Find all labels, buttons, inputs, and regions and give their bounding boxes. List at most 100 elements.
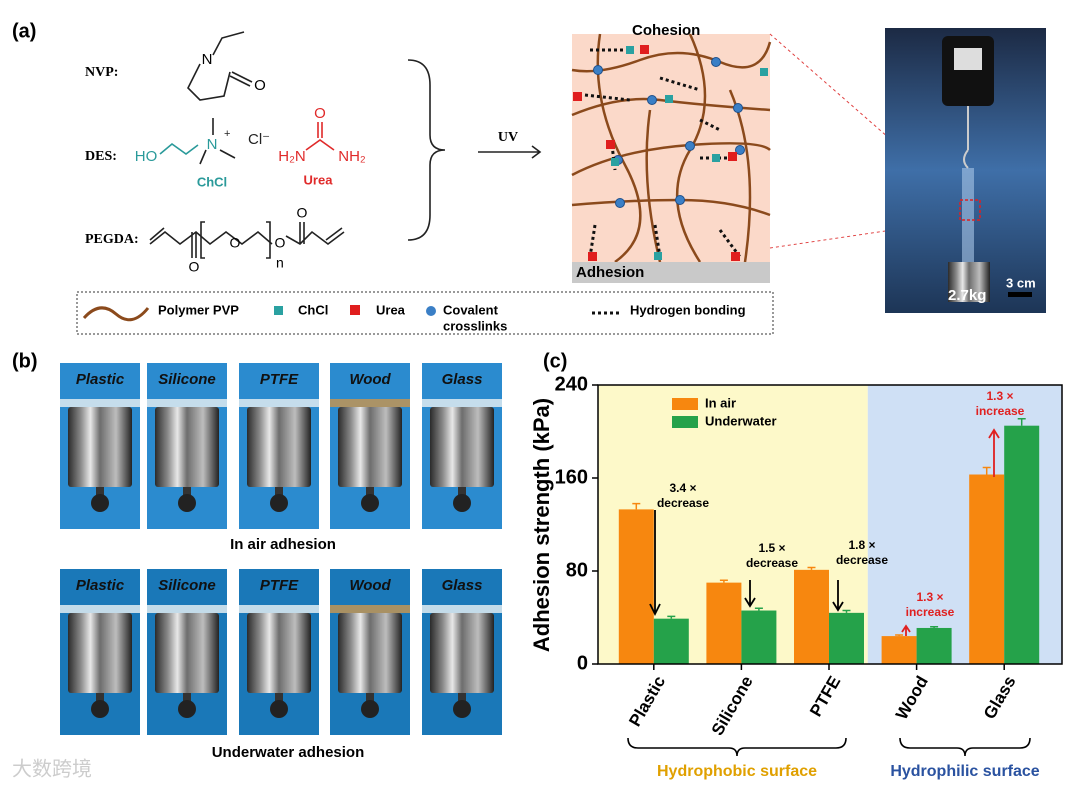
annotation: increase [976, 404, 1025, 418]
ball [91, 494, 109, 512]
cylinder [338, 613, 402, 693]
bond [149, 227, 197, 258]
ball [270, 494, 288, 512]
x-tick-label: PTFE [806, 673, 844, 720]
substrate [422, 605, 502, 613]
hook [183, 693, 191, 701]
cylinder [430, 613, 494, 693]
ball [270, 700, 288, 718]
material-label: PTFE [260, 371, 299, 388]
bar [1004, 425, 1040, 664]
bracket [200, 221, 271, 259]
caption: In air adhesion [230, 536, 336, 553]
panel-a: (a) NVP: DES: PEGDA: N O HO N + Cl⁻ ChCl… [12, 20, 1046, 335]
caption: Underwater adhesion [212, 744, 365, 761]
bond [229, 71, 253, 87]
arrow [988, 428, 1000, 477]
group-bracket [899, 737, 1031, 757]
atom: O [297, 205, 308, 221]
legend-label: In air [705, 395, 736, 410]
legend-swatch [426, 306, 436, 316]
weight-photo: 2.7kg 3 cm [885, 28, 1046, 313]
bond [199, 118, 236, 165]
y-tick-label: 0 [577, 652, 588, 674]
substrate [60, 605, 140, 613]
arrow [832, 580, 844, 612]
atom: O [189, 259, 200, 275]
annotation: 3.4 × [669, 481, 696, 495]
substrate [572, 262, 770, 283]
hook [96, 487, 104, 495]
material-label: Silicone [158, 577, 216, 594]
hook [183, 487, 191, 495]
cohesion-label: Cohesion [632, 22, 700, 39]
weight [948, 262, 990, 302]
cylinder [430, 407, 494, 487]
legend-swatch [672, 398, 698, 410]
legend-label: Polymer PVP [158, 302, 239, 317]
atom: HO [135, 148, 158, 165]
scale-device [942, 36, 994, 106]
substrate [147, 399, 227, 407]
x-tick-label: Plastic [625, 673, 669, 730]
weight-label: 2.7kg [948, 287, 986, 304]
error-bar [842, 609, 851, 613]
row-label: DES: [85, 149, 117, 164]
scale-label: 3 cm [1006, 275, 1036, 290]
legend-label: Urea [376, 302, 406, 317]
group-label: Hydrophobic surface [657, 763, 817, 780]
ball [361, 700, 379, 718]
gel-strip [962, 168, 974, 263]
y-tick-label: 160 [555, 466, 588, 488]
axes-frame [597, 384, 1063, 665]
scale-bar [1008, 292, 1032, 297]
ball [453, 494, 471, 512]
material-label: Glass [442, 577, 483, 594]
bond [149, 230, 273, 246]
hook [275, 487, 283, 495]
y-axis-label: Adhesion strength (kPa) [529, 398, 554, 652]
substrate [422, 399, 502, 407]
arrow [744, 580, 756, 608]
annotation: decrease [657, 496, 709, 510]
pegda-structure: O O O O n [149, 205, 345, 275]
bar [653, 618, 689, 664]
material-label: Wood [349, 577, 391, 594]
material-label: Silicone [158, 371, 216, 388]
bar [969, 474, 1005, 664]
substrate [330, 605, 410, 613]
atom: n [276, 255, 284, 271]
legend-swatch [350, 305, 360, 315]
hook [275, 693, 283, 701]
legend-label: ChCl [298, 302, 328, 317]
material-label: PTFE [260, 577, 299, 594]
substrate [147, 605, 227, 613]
atom: O [275, 235, 286, 251]
arrow [478, 145, 542, 159]
cylinder [338, 407, 402, 487]
y-tick-label: 240 [555, 373, 588, 395]
x-tick-label: Wood [892, 673, 932, 723]
material-label: Glass [442, 371, 483, 388]
error-bar [667, 615, 676, 619]
annotation: 1.5 × [758, 541, 785, 555]
error-bar [807, 566, 816, 570]
bar [741, 610, 777, 664]
x-tick-label: Silicone [708, 673, 757, 739]
panel-c: (c) Adhesion strength (kPa) 0 80 160 240 Pla… [529, 350, 1063, 780]
material-label: Wood [349, 371, 391, 388]
cylinder [68, 407, 132, 487]
row-label: NVP: [85, 65, 118, 80]
legend-box [76, 291, 774, 335]
legend-a: Polymer PVP ChCl Urea Covalent crosslink… [76, 291, 774, 335]
annotation: 1.8 × [848, 538, 875, 552]
compound-name: ChCl [197, 174, 227, 189]
nvp-structure: N O [187, 31, 266, 101]
legend-label: Hydrogen bonding [630, 302, 746, 317]
arrow [649, 510, 661, 617]
zoom-box [959, 199, 981, 221]
bar [881, 636, 917, 664]
atom-charge: + [224, 128, 230, 140]
hook [366, 487, 374, 495]
